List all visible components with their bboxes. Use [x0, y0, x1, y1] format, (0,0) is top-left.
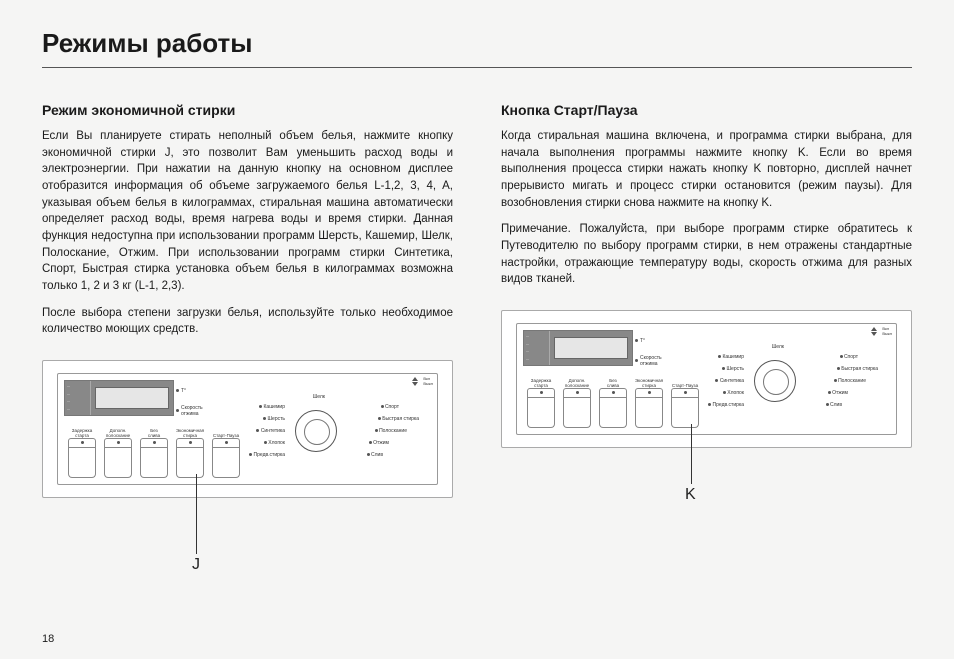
dial-top-label: Шелк [772, 344, 784, 350]
left-p2: После выбора степени загрузки белья, исп… [42, 305, 453, 338]
right-heading: Кнопка Старт/Пауза [501, 102, 912, 118]
button-row: Задержка старта Дополн. полоскание Без с… [64, 427, 244, 478]
btn-no-drain[interactable]: Без слива [136, 427, 172, 478]
btn-delay[interactable]: Задержка старта [64, 427, 100, 478]
right-p2: Примечание. Пожалуйста, при выборе прогр… [501, 221, 912, 288]
display-side-labels: T° Скорость отжима [635, 330, 662, 374]
left-p1: Если Вы планируете стирать неполный объе… [42, 128, 453, 295]
page-number: 18 [42, 633, 54, 645]
btn-eco[interactable]: Экономичная стирка [631, 377, 667, 428]
btn-eco[interactable]: Экономичная стирка [172, 427, 208, 478]
display-side-labels: T° Скорость отжима [176, 380, 203, 424]
program-dial[interactable] [754, 360, 796, 402]
btn-delay[interactable]: Задержка старта [523, 377, 559, 428]
btn-no-drain[interactable]: Без слива [595, 377, 631, 428]
control-panel: ———— T° Скорость отжима Вкл Выкл Шелк [42, 360, 453, 498]
lcd-display: ———— [523, 330, 633, 366]
right-column: Кнопка Старт/Пауза Когда стиральная маши… [501, 102, 912, 498]
lcd-display: ———— [64, 380, 174, 416]
btn-start-pause[interactable]: Старт-Пауза [667, 377, 703, 428]
left-column: Режим экономичной стирки Если Вы планиру… [42, 102, 453, 498]
btn-extra-rinse[interactable]: Дополн. полоскание [559, 377, 595, 428]
dial-top-label: Шелк [313, 394, 325, 400]
program-dial[interactable] [295, 410, 337, 452]
left-heading: Режим экономичной стирки [42, 102, 453, 118]
power-indicator: Вкл Выкл [412, 376, 433, 386]
control-panel: ———— T° Скорость отжима Вкл Выкл Шелк [501, 310, 912, 448]
callout-j-line [196, 474, 197, 554]
power-indicator: Вкл Выкл [871, 326, 892, 336]
right-panel-figure: ———— T° Скорость отжима Вкл Выкл Шелк [501, 310, 912, 448]
right-p1: Когда стиральная машина включена, и прог… [501, 128, 912, 211]
columns: Режим экономичной стирки Если Вы планиру… [42, 102, 912, 498]
callout-k-line [691, 424, 692, 484]
left-panel-figure: ———— T° Скорость отжима Вкл Выкл Шелк [42, 360, 453, 498]
btn-extra-rinse[interactable]: Дополн. полоскание [100, 427, 136, 478]
callout-j: J [192, 556, 200, 574]
button-row: Задержка старта Дополн. полоскание Без с… [523, 377, 703, 428]
page-title: Режимы работы [42, 28, 912, 68]
btn-start-pause[interactable]: Старт-Пауза [208, 427, 244, 478]
callout-k: K [685, 486, 696, 504]
